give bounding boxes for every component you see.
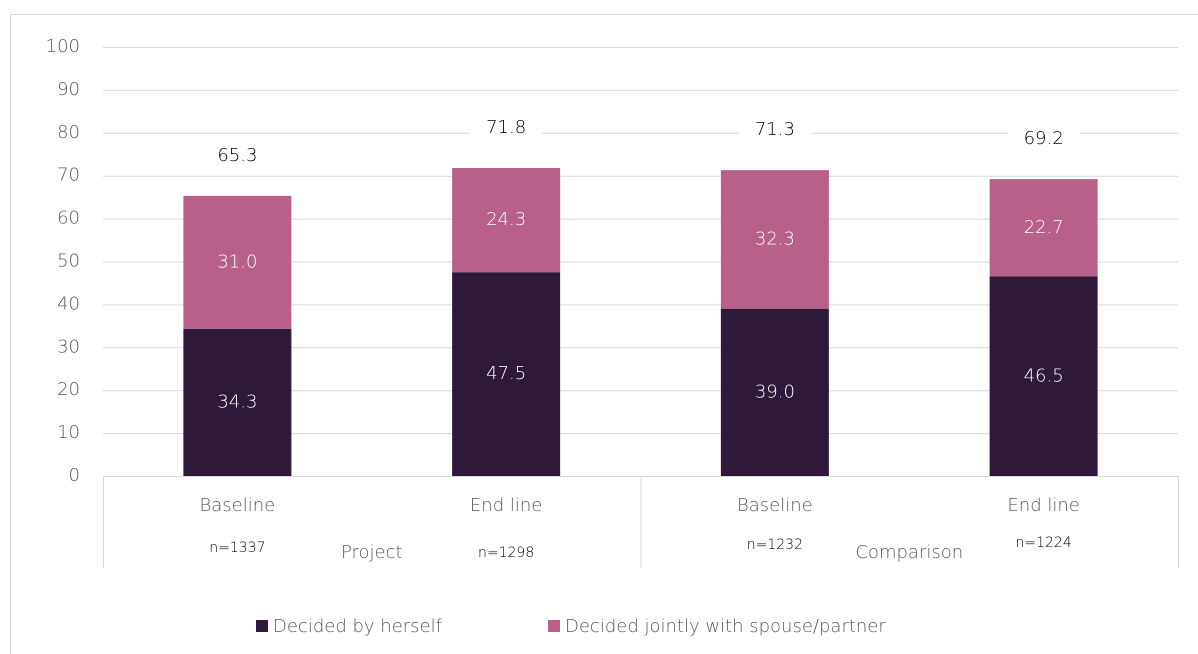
data-label: 34.3	[217, 391, 257, 412]
y-tick-label: 10	[57, 422, 80, 443]
n-label: n=1337	[209, 540, 265, 556]
data-label: 46.5	[1024, 365, 1064, 386]
data-label: 22.7	[1024, 217, 1064, 238]
x-tick-label: Baseline	[737, 495, 813, 516]
total-label-bg	[201, 141, 274, 170]
total-label: 71.8	[486, 117, 526, 138]
n-label: n=1298	[478, 545, 534, 561]
y-tick-label: 90	[57, 79, 80, 100]
data-label: 47.5	[486, 363, 526, 384]
x-tick-label: Baseline	[199, 495, 275, 516]
legend-label: Decided jointly with spouse/partner	[565, 616, 886, 637]
y-tick-label: 40	[57, 293, 80, 314]
y-tick-label: 0	[69, 465, 80, 486]
group-label: Project	[341, 542, 403, 563]
bar-segment	[183, 328, 292, 476]
y-tick-label: 30	[57, 336, 80, 357]
total-label-bg	[1007, 125, 1080, 154]
total-label: 65.3	[217, 145, 257, 166]
chart-frame	[10, 14, 1198, 654]
y-tick-label: 80	[57, 122, 80, 143]
total-label: 71.3	[755, 119, 795, 140]
data-label: 32.3	[755, 228, 795, 249]
y-tick-label: 50	[57, 251, 80, 272]
bar-segment	[183, 195, 292, 329]
bar-segment	[989, 276, 1098, 476]
y-tick-label: 100	[46, 36, 80, 57]
legend-label: Decided by herself	[273, 616, 443, 637]
bar-segment	[720, 308, 829, 476]
legend-swatch	[256, 620, 268, 632]
data-label: 31.0	[217, 251, 257, 272]
bar-segment	[452, 272, 561, 476]
total-label: 69.2	[1024, 128, 1064, 149]
data-label: 39.0	[755, 381, 795, 402]
n-label: n=1224	[1016, 535, 1072, 551]
bar-segment	[989, 179, 1098, 277]
y-tick-label: 70	[57, 165, 80, 186]
y-tick-label: 20	[57, 379, 80, 400]
total-label-bg	[470, 113, 543, 142]
bar-segment	[452, 167, 561, 273]
total-label-bg	[738, 116, 811, 145]
x-tick-label: End line	[1007, 495, 1079, 516]
data-label: 24.3	[486, 209, 526, 230]
x-tick-label: End line	[470, 495, 542, 516]
n-label: n=1232	[747, 537, 803, 553]
bar-segment	[720, 170, 829, 309]
legend-swatch	[548, 620, 560, 632]
group-label: Comparison	[855, 542, 963, 563]
y-tick-label: 60	[57, 208, 80, 229]
